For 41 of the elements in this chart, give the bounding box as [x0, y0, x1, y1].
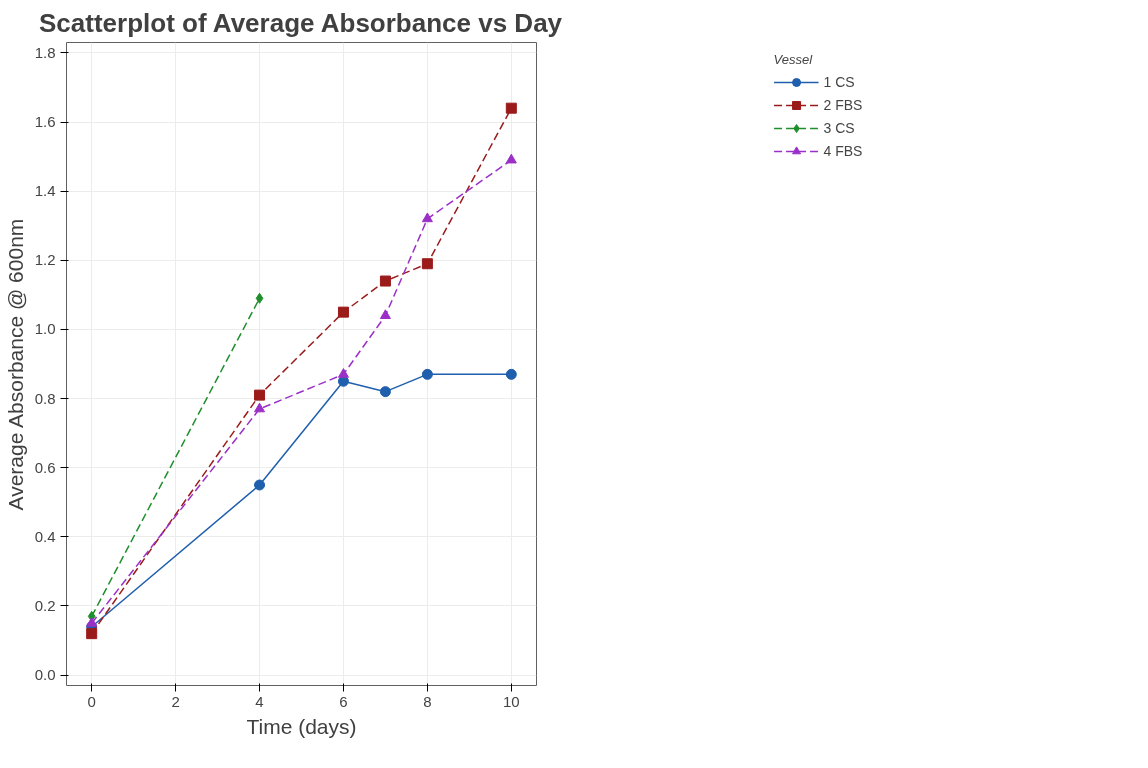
legend-label: 2 FBS [823, 97, 863, 113]
y-tick-label: 1.2 [34, 251, 56, 269]
point [379, 309, 391, 319]
x-tick-label: 0 [87, 692, 96, 710]
point [86, 617, 98, 627]
y-tick-label: 1.4 [34, 182, 56, 200]
point [421, 258, 433, 270]
point [379, 386, 391, 398]
point [337, 306, 349, 318]
x-tick-label: 6 [339, 692, 348, 710]
point [379, 275, 391, 287]
x-tick-label: 4 [255, 692, 264, 710]
y-tick-label: 0.0 [34, 666, 56, 684]
point [505, 102, 517, 114]
y-tick-label: 0.8 [34, 389, 56, 407]
chart-title: Scatterplot of Average Absorbance vs Day [39, 7, 563, 38]
point [421, 212, 433, 223]
y-axis-title: Average Absorbance @ 600nm [3, 218, 27, 511]
point [254, 402, 266, 413]
x-tick-label: 8 [423, 692, 432, 710]
y-tick-label: 0.6 [34, 458, 56, 476]
point [421, 368, 433, 380]
point [337, 368, 349, 378]
y-tick-label: 1.8 [34, 43, 56, 61]
y-tick-label: 1.0 [34, 320, 56, 338]
point [255, 292, 264, 304]
legend-label: 4 FBS [823, 143, 863, 159]
legend-title: Vessel [773, 52, 814, 67]
point [505, 153, 517, 164]
x-axis-title: Time (days) [246, 714, 357, 738]
x-tick-label: 2 [171, 692, 180, 710]
point [254, 389, 266, 401]
point [505, 368, 517, 380]
x-tick-label: 10 [502, 692, 520, 710]
y-tick-label: 0.2 [34, 596, 56, 614]
y-tick-label: 1.6 [34, 113, 56, 131]
point [254, 479, 266, 491]
y-tick-label: 0.4 [34, 527, 56, 545]
legend-label: 3 CS [823, 120, 855, 136]
legend-label: 1 CS [823, 74, 855, 90]
point [86, 628, 98, 640]
